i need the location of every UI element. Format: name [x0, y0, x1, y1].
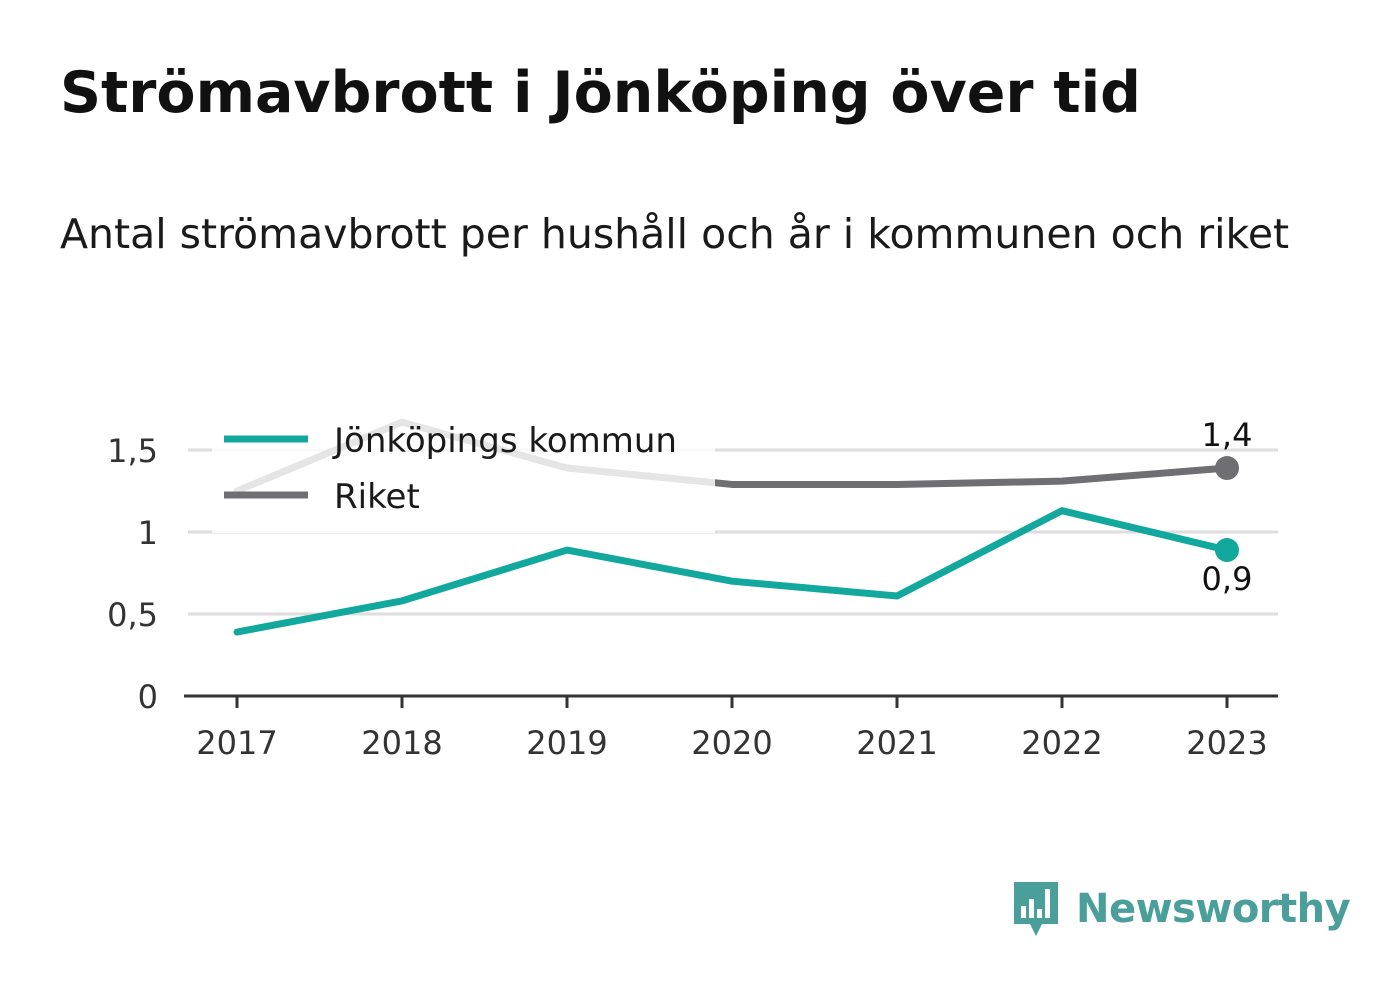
- newsworthy-logo-icon: [1014, 882, 1058, 936]
- end-point-riket: [1215, 456, 1239, 481]
- y-tick-label: 1: [138, 514, 158, 552]
- x-tick-label: 2023: [1186, 724, 1267, 762]
- chart-subtitle: Antal strömavbrott per hushåll och år i …: [60, 210, 1290, 258]
- end-point-jonkoping: [1215, 538, 1239, 563]
- x-tick-label: 2019: [526, 724, 607, 762]
- end-point-markers: 0,9 1,4: [1202, 416, 1253, 598]
- newsworthy-logo: Newsworthy: [1010, 878, 1351, 940]
- x-tick-label: 2020: [691, 724, 772, 762]
- y-tick-label: 0,5: [107, 596, 158, 634]
- end-value-label-jonkoping: 0,9: [1202, 560, 1253, 598]
- legend: Jönköpings kommun Riket: [212, 408, 715, 533]
- x-tick-label: 2021: [856, 724, 937, 762]
- chart-title: Strömavbrott i Jönköping över tid: [60, 60, 1141, 126]
- legend-label-riket: Riket: [334, 477, 420, 517]
- legend-background: [212, 408, 715, 533]
- x-tick-label: 2022: [1021, 724, 1102, 762]
- x-tick-label: 2017: [196, 724, 277, 762]
- brand-name: Newsworthy: [1076, 886, 1351, 932]
- y-tick-label: 0: [138, 678, 158, 716]
- y-axis-ticks: 0 0,5 1 1,5: [107, 432, 158, 716]
- series-line-jonkoping: [233, 507, 1231, 636]
- legend-label-jonkoping: Jönköpings kommun: [332, 421, 677, 461]
- y-tick-label: 1,5: [107, 432, 158, 470]
- x-tick-label: 2018: [361, 724, 442, 762]
- x-axis: 2017 2018 2019 2020 2021 2022 2023: [184, 694, 1278, 762]
- end-value-label-riket: 1,4: [1202, 416, 1253, 454]
